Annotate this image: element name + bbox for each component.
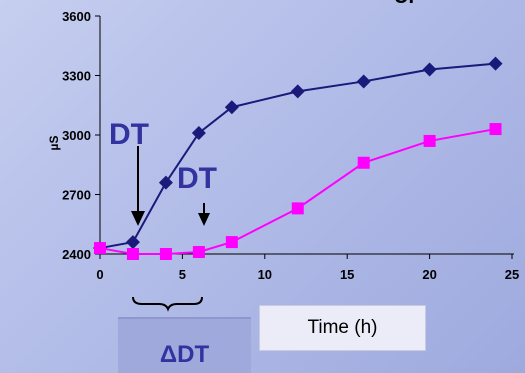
data-point xyxy=(94,242,106,255)
dt-arrow-1 xyxy=(131,146,145,226)
series-2 xyxy=(94,123,502,260)
data-point xyxy=(290,84,305,99)
data-point xyxy=(225,236,238,249)
x-axis-label: Time (h) xyxy=(307,317,378,338)
series-line xyxy=(99,128,496,255)
x-tick-label: 5 xyxy=(179,267,186,282)
x-tick-label: 10 xyxy=(258,267,272,282)
data-point xyxy=(356,74,371,89)
series-layer xyxy=(93,56,503,260)
delta-dt-label: ΔDT xyxy=(159,341,210,368)
x-tick-label: 0 xyxy=(96,267,103,282)
y-tick-label: 2700 xyxy=(62,188,91,203)
data-point xyxy=(191,126,206,141)
x-tick-label: 15 xyxy=(340,267,354,282)
x-tick-label: 25 xyxy=(505,267,519,282)
dt-label-1: DT xyxy=(109,118,149,151)
data-point xyxy=(125,235,140,250)
chart-title-fragment: UP xyxy=(394,0,422,8)
x-tick-label: 20 xyxy=(422,267,436,282)
data-point xyxy=(422,62,437,77)
y-tick-label: 3300 xyxy=(62,69,91,84)
y-axis-label: µS xyxy=(47,136,61,151)
data-point xyxy=(126,248,139,260)
data-point xyxy=(192,246,205,259)
x-axis-label-box: Time (h) xyxy=(259,305,426,351)
data-point xyxy=(159,248,172,260)
y-tick-label: 3600 xyxy=(62,9,91,24)
y-tick-label: 2400 xyxy=(62,247,91,262)
dt-label-2: DT xyxy=(177,162,217,195)
data-point xyxy=(291,202,304,215)
data-point xyxy=(423,134,436,147)
delta-brace xyxy=(132,296,203,312)
data-point xyxy=(489,123,502,136)
y-tick-label: 3000 xyxy=(62,128,91,143)
data-point xyxy=(158,175,173,190)
data-point xyxy=(357,156,370,169)
data-point xyxy=(224,100,239,115)
annotation-layer: UP µS DT DT xyxy=(47,0,422,312)
dt-arrow-2 xyxy=(198,203,210,226)
delta-dt-box: ΔDT xyxy=(118,317,251,373)
data-point xyxy=(488,56,503,71)
series-1 xyxy=(93,56,503,256)
